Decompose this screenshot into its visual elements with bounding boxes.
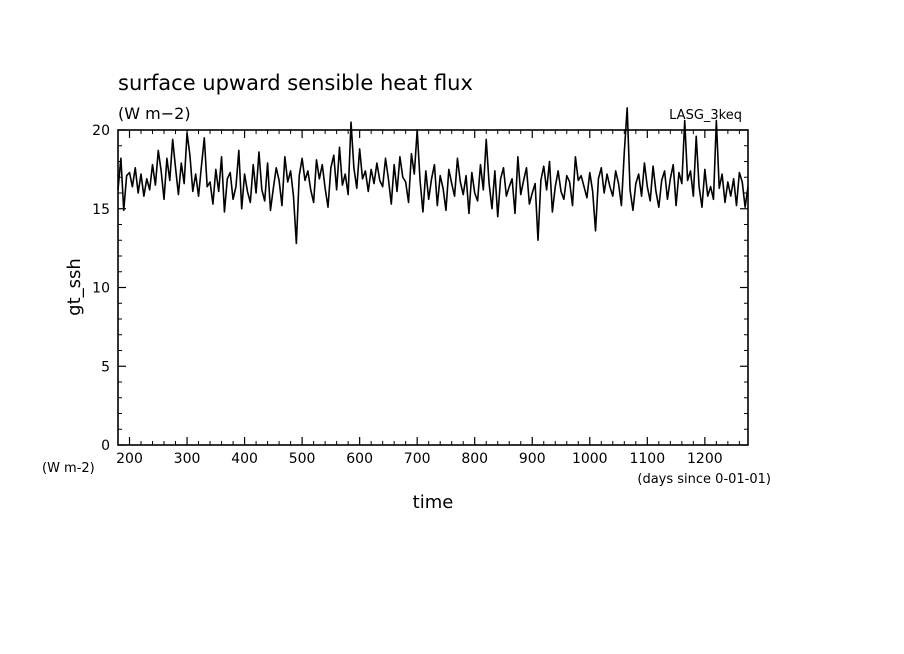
x-axis-label: time [413,492,454,513]
x-tick-label: 1100 [629,451,665,467]
x-tick-label: 400 [231,451,258,467]
y-axis-label: gt_ssh [64,258,85,316]
x-tick-label: 700 [404,451,431,467]
x-tick-label: 200 [116,451,143,467]
x-tick-label: 600 [346,451,373,467]
y-units-label: (W m-2) [42,461,95,476]
y-tick-label: 5 [101,359,110,375]
x-tick-label: 900 [519,451,546,467]
chart-title-units: (W m−2) [118,104,191,123]
chart-title: surface upward sensible heat flux [118,71,473,95]
x-tick-label: 500 [289,451,316,467]
x-units-label: (days since 0-01-01) [637,472,771,487]
y-tick-label: 20 [92,123,110,139]
series-line [117,107,749,245]
y-tick-label: 15 [92,202,110,218]
axis-ticks [117,129,748,446]
x-tick-label: 800 [461,451,488,467]
x-tick-label: 300 [174,451,201,467]
x-tick-label: 1000 [572,451,608,467]
y-tick-labels: 0 5 10 15 20 [92,123,110,454]
y-tick-label: 10 [92,281,110,297]
plot-frame [117,129,749,446]
y-tick-label: 0 [101,438,110,454]
x-tick-label: 1200 [687,451,723,467]
x-tick-labels: 200 300 400 500 600 700 800 900 1000 1100 1200 [116,451,723,467]
run-label: LASG_3keq [669,108,742,123]
